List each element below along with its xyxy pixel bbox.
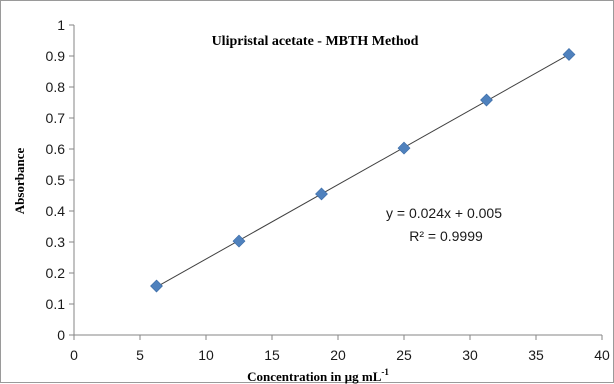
data-point: [562, 48, 576, 61]
x-tick-label: 0: [70, 347, 78, 363]
data-point: [150, 279, 163, 293]
trendline: [156, 54, 570, 288]
data-points: [150, 48, 576, 293]
chart-title: Ulipristal acetate - MBTH Method: [212, 34, 419, 49]
trendline-group: [156, 54, 570, 288]
x-tick-label: 15: [264, 347, 280, 363]
x-axis-label-main: Concentration in µg mL: [247, 369, 382, 384]
x-tick-label: 25: [396, 347, 412, 363]
y-axis-label: Absorbance: [12, 148, 27, 215]
x-tick-label: 30: [462, 347, 478, 363]
x-tick-label: 5: [136, 347, 144, 363]
x-axis-label: Concentration in µg mL-1: [247, 367, 389, 384]
y-tick-label: 0.7: [46, 110, 66, 126]
y-tick-label: 0.3: [46, 234, 66, 250]
y-tick-label: 0.5: [46, 172, 66, 188]
y-tick-label: 0.1: [46, 296, 66, 312]
trendline-equation: y = 0.024x + 0.005: [386, 205, 502, 221]
y-tick-label: 1: [57, 17, 65, 33]
x-tick-labels: 0 5 10 15 20 25 30 35 40: [70, 335, 610, 363]
y-tick-label: 0.2: [46, 265, 66, 281]
x-tick-label: 20: [330, 347, 346, 363]
x-tick-label: 40: [594, 347, 610, 363]
y-tick-labels: 0 0.1 0.2 0.3 0.4 0.5 0.6 0.7 0.8 0.9 1: [46, 17, 74, 343]
data-point: [397, 141, 411, 155]
y-tick-label: 0.4: [46, 203, 66, 219]
y-tick-label: 0: [57, 327, 65, 343]
data-point: [315, 187, 328, 201]
x-axis-label-superscript: -1: [381, 367, 389, 377]
data-point: [232, 234, 246, 248]
y-tick-label: 0.8: [46, 79, 66, 95]
r-squared-label: R² = 0.9999: [409, 228, 483, 244]
x-tick-label: 35: [528, 347, 544, 363]
y-tick-label: 0.9: [46, 48, 66, 64]
y-tick-label: 0.6: [46, 141, 66, 157]
data-point: [480, 93, 493, 107]
x-tick-label: 10: [198, 347, 214, 363]
